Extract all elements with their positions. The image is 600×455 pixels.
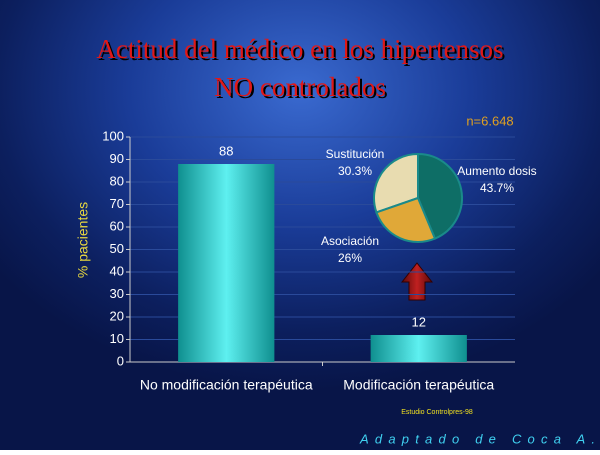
- y-tick-label: 20: [110, 308, 124, 323]
- x-tick-label: No modificación terapéutica: [140, 377, 313, 393]
- credit: Adaptado de Coca A.: [359, 431, 595, 446]
- title-shadow: NO controlados: [216, 74, 388, 104]
- bar: [370, 335, 467, 362]
- pie-slice: [417, 152, 463, 240]
- title-shadow: Actitud del médico en los hipertensos: [98, 36, 505, 66]
- value-label: 88: [219, 143, 233, 158]
- pie-value-label: 30.3%: [338, 164, 372, 178]
- chart-title: NO controlados: [214, 72, 386, 102]
- pie-value-label: 26%: [338, 251, 362, 265]
- pie-annotation: n=6.648: [466, 113, 513, 128]
- source: Estudio Controlpres-98: [401, 409, 473, 416]
- pie-label: Asociación: [321, 234, 379, 248]
- x-tick-label: Modificación terapéutica: [343, 377, 494, 393]
- value-label: 12: [412, 314, 426, 329]
- pie-slice: [375, 196, 437, 243]
- pie-label: Aumento dosis: [457, 164, 536, 178]
- y-tick-label: 30: [110, 286, 124, 301]
- chart-title: Actitud del médico en los hipertensos: [96, 34, 503, 64]
- y-tick-label: 100: [102, 128, 124, 143]
- y-tick-label: 80: [110, 173, 124, 188]
- y-tick-label: 60: [110, 218, 124, 233]
- y-tick-label: 0: [117, 353, 124, 368]
- y-axis-label: % pacientes: [75, 202, 91, 278]
- y-tick-label: 10: [110, 331, 124, 346]
- y-tick-label: 90: [110, 151, 124, 166]
- y-tick-label: 40: [110, 263, 124, 278]
- pie-slice: [373, 152, 419, 214]
- y-tick-label: 70: [110, 196, 124, 211]
- y-tick-label: 50: [110, 241, 124, 256]
- pie-label: Sustitución: [326, 147, 385, 161]
- pie-value-label: 43.7%: [480, 181, 514, 195]
- bar: [178, 164, 275, 362]
